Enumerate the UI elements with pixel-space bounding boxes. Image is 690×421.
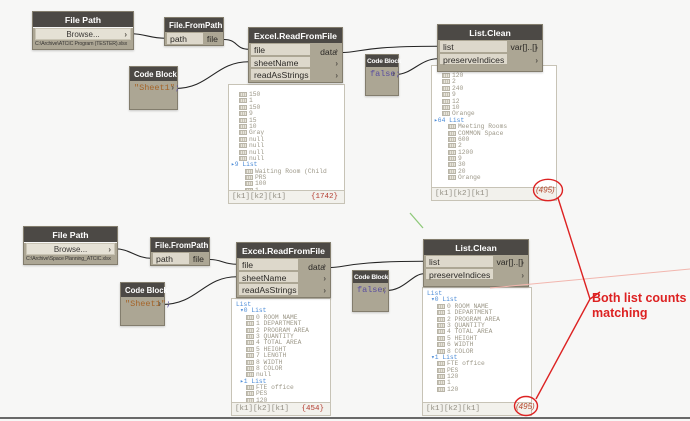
svg-text:Both list counts: Both list counts: [592, 291, 686, 305]
svg-text:matching: matching: [592, 306, 648, 320]
